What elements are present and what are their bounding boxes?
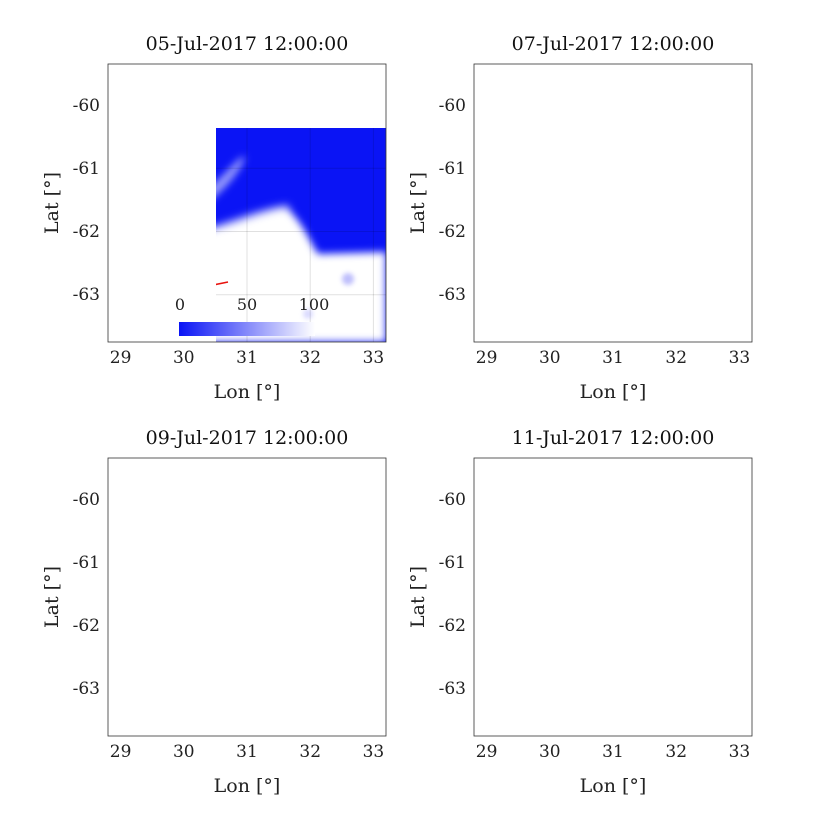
- panel-c-markers: [185, 638, 268, 677]
- panel-b-xticks: 29 30 31 32 33: [476, 348, 750, 368]
- panel-a-yticks: -60 -61 -62 -63: [73, 96, 100, 305]
- y-tick: -60: [439, 490, 466, 510]
- x-tick: 29: [110, 348, 132, 368]
- x-tick: 30: [539, 348, 561, 368]
- y-tick: -62: [439, 222, 466, 242]
- y-tick: -61: [73, 159, 100, 179]
- x-tick: 31: [602, 742, 624, 762]
- plus-marker: [618, 267, 634, 283]
- panel-a: 05-Jul-2017 12:00:00: [41, 33, 387, 403]
- colorbar-tick-100: 100: [299, 295, 330, 314]
- panel-c-label: (c): [114, 465, 137, 485]
- panel-b-ylabel: Lat [°]: [407, 172, 429, 234]
- y-tick: -60: [439, 96, 466, 116]
- x-tick: 30: [173, 742, 195, 762]
- y-tick: -63: [73, 679, 100, 699]
- panel-c-xticks: 29 30 31 32 33: [110, 742, 384, 762]
- x-tick: 29: [476, 348, 498, 368]
- x-tick: 29: [110, 742, 132, 762]
- y-tick: -63: [73, 285, 100, 305]
- plus-marker: [618, 661, 634, 677]
- y-tick: -60: [73, 490, 100, 510]
- x-tick: 33: [729, 742, 751, 762]
- panel-c: 09-Jul-2017 12:00:00: [41, 427, 387, 797]
- panel-a-xticks: 29 30 31 32 33: [110, 348, 384, 368]
- x-tick: 32: [665, 348, 687, 368]
- panel-b-grid: [474, 64, 752, 342]
- y-tick: -62: [439, 616, 466, 636]
- panel-a-title: 05-Jul-2017 12:00:00: [146, 33, 349, 55]
- panel-b-title: 07-Jul-2017 12:00:00: [512, 33, 715, 55]
- panel-d-grid: [474, 458, 752, 736]
- panel-b: 07-Jul-2017 12:00:00 (b): [407, 33, 753, 403]
- x-tick: 30: [539, 742, 561, 762]
- y-tick: -61: [439, 553, 466, 573]
- panel-d-title: 11-Jul-2017 12:00:00: [512, 427, 715, 449]
- x-tick: 32: [665, 742, 687, 762]
- y-tick: -60: [73, 96, 100, 116]
- panel-a-colorbar: 0 50 100: [175, 295, 329, 336]
- y-tick: -63: [439, 285, 466, 305]
- red-track-0: [544, 275, 626, 285]
- black-track-2: [559, 642, 632, 652]
- black-track-1: [604, 271, 623, 274]
- panel-d-markers: [551, 638, 634, 677]
- y-tick: -61: [73, 553, 100, 573]
- x-tick: 31: [236, 348, 258, 368]
- panel-b-label: (b): [480, 71, 504, 91]
- panel-d-yticks: -60 -61 -62 -63: [439, 490, 466, 699]
- x-tick: 32: [299, 348, 321, 368]
- panel-c-yticks: -60 -61 -62 -63: [73, 490, 100, 699]
- panel-c-image: [108, 458, 386, 736]
- x-tick: 33: [729, 348, 751, 368]
- red-track-0: [216, 281, 229, 286]
- panel-d-tracks: [544, 642, 633, 679]
- colorbar-tick-0: 0: [175, 295, 185, 314]
- panel-c-title: 09-Jul-2017 12:00:00: [146, 427, 349, 449]
- x-tick: 30: [173, 348, 195, 368]
- panel-d-xticks: 29 30 31 32 33: [476, 742, 750, 762]
- x-tick: 31: [602, 348, 624, 368]
- panel-b-xlabel: Lon [°]: [580, 381, 647, 403]
- panel-d: 11-Jul-2017 12:00:00: [407, 427, 753, 797]
- colorbar-tick-50: 50: [237, 295, 257, 314]
- x-tick: 33: [363, 348, 385, 368]
- panel-a-image: [216, 128, 386, 342]
- panel-c-ylabel: Lat [°]: [41, 566, 63, 628]
- start-dot-marker: [551, 638, 561, 648]
- y-tick: -62: [73, 616, 100, 636]
- plus-marker: [252, 661, 268, 677]
- black-track-1: [556, 643, 622, 668]
- panel-c-grid: [108, 458, 386, 736]
- red-track-0: [544, 669, 626, 679]
- panel-d-xlabel: Lon [°]: [580, 775, 647, 797]
- panel-d-ylabel: Lat [°]: [407, 566, 429, 628]
- y-tick: -61: [439, 159, 466, 179]
- y-tick: -63: [439, 679, 466, 699]
- panel-a-xlabel: Lon [°]: [214, 381, 281, 403]
- red-track-0: [178, 669, 260, 679]
- x-tick: 29: [476, 742, 498, 762]
- panel-a-label: (a): [114, 71, 137, 91]
- panel-b-yticks: -60 -61 -62 -63: [439, 96, 466, 305]
- panel-c-xlabel: Lon [°]: [214, 775, 281, 797]
- panel-c-tracks: [178, 643, 260, 678]
- panel-b-markers: [618, 267, 634, 283]
- x-tick: 33: [363, 742, 385, 762]
- panel-a-tracks: [216, 281, 229, 286]
- panel-d-label: (d): [480, 465, 504, 485]
- black-track-1: [190, 643, 256, 668]
- x-tick: 32: [299, 742, 321, 762]
- panel-b-tracks: [544, 271, 626, 285]
- x-tick: 31: [236, 742, 258, 762]
- y-tick: -62: [73, 222, 100, 242]
- start-dot-marker: [185, 638, 195, 648]
- panel-d-image: [474, 458, 752, 736]
- panel-a-grid: [216, 128, 386, 342]
- panel-a-ylabel: Lat [°]: [41, 172, 63, 234]
- panel-b-image: [474, 64, 752, 342]
